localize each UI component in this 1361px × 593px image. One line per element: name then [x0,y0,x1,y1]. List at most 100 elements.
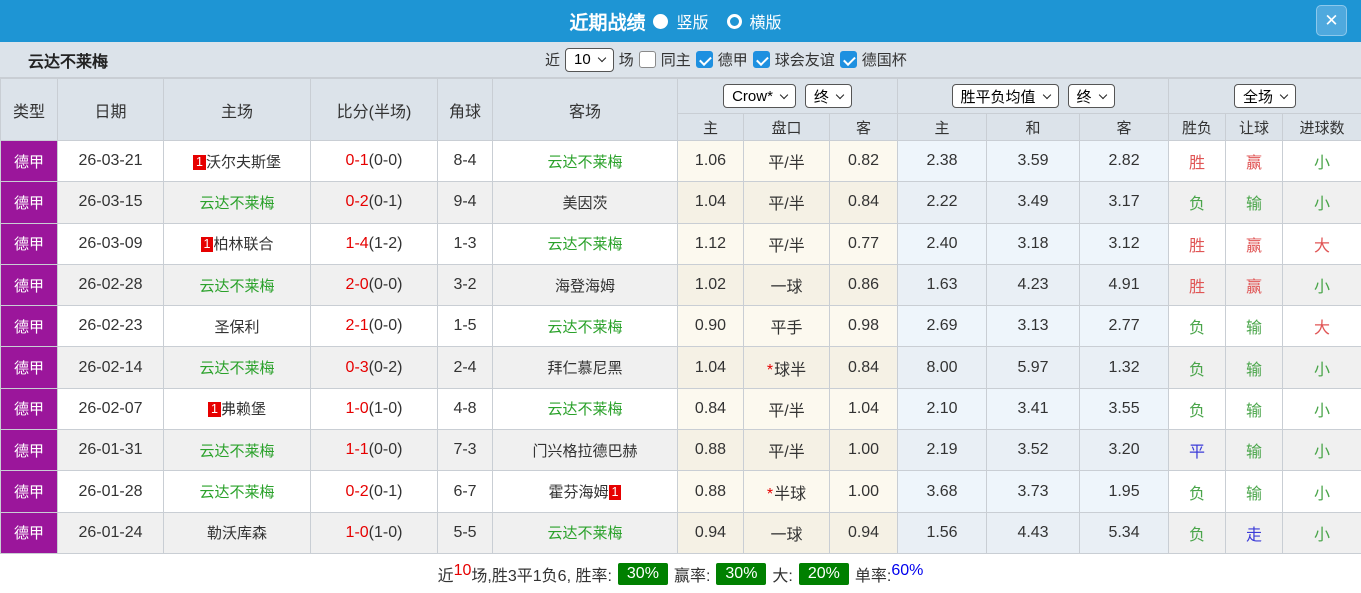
score-cell: 1-1(0-0) [310,429,438,472]
sub-header-handicap: 让球 [1225,113,1284,141]
filter-bar: 云达不莱梅 近 10 场 同主 德甲 球会友谊 德国杯 [0,42,1361,78]
handicap-rate-badge: 30% [716,562,767,585]
ah-line-cell: 平/半 [743,181,830,224]
result-cell: 负 [1168,511,1227,554]
matches-label: 场 [618,52,634,69]
league-label-bundesliga: 德甲 [717,52,748,69]
sub-header-goals: 进球数 [1282,113,1361,141]
scope-select[interactable]: 全场 [1234,84,1297,108]
league-checkbox-friendly[interactable] [752,51,770,68]
date-cell: 26-01-31 [57,429,164,472]
chevron-down-icon [779,90,789,99]
league-cell: 德甲 [0,346,58,389]
league-cell: 德甲 [0,305,58,348]
chevron-down-icon [597,53,606,63]
away-team-cell: 云达不莱梅 [492,387,678,431]
home-team-cell: 云达不莱梅 [163,181,311,224]
match-row: 德甲 26-03-09 1 柏林联合 1-4(1-2) 1-3 云达不莱梅 1.12 平/半 0.… [0,222,1361,265]
handicap-result-cell: 赢 [1225,222,1284,265]
summary-footer: 近 10 场,胜3平1负6, 胜率: 30% 赢率: 30% 大: 20% 单率: 6… [0,553,1361,593]
odds-home-cell: 1.63 [897,263,988,307]
league-checkbox-dfb-pokal[interactable] [839,51,857,68]
ah-line-cell: 平/半 [743,387,830,431]
handicap-result-cell: 输 [1225,470,1284,513]
col-header-type: 类型 [0,78,58,141]
europe-time-select[interactable]: 终 [1067,84,1115,108]
same-home-checkbox[interactable] [638,51,656,68]
sub-header-ah-line: 盘口 [743,113,830,141]
panel-title: 近期战绩 [569,12,646,34]
chevron-down-icon [835,90,845,99]
date-cell: 26-02-23 [57,305,164,348]
recent-count: 10 [453,561,472,579]
same-home-label: 同主 [660,52,691,69]
ah-home-odds-cell: 0.90 [677,305,744,348]
match-row: 德甲 26-01-24 勒沃库森 1-0(1-0) 5-5 云达不莱梅 0.94 一球 0.94… [0,511,1361,554]
home-team-cell: 云达不莱梅 [163,346,311,389]
ah-line-cell: 平手 [743,305,830,348]
ah-away-odds-cell: 0.94 [828,511,899,554]
score-cell: 0-3(0-2) [310,346,438,389]
handicap-result-cell: 输 [1225,346,1284,389]
col-header-corners: 角球 [437,78,493,141]
date-cell: 26-01-24 [57,511,164,554]
goals-cell: 小 [1282,346,1361,389]
ah-away-odds-cell: 0.84 [828,346,899,389]
vertical-layout-radio[interactable] [653,13,669,29]
ah-home-odds-cell: 1.06 [677,139,744,183]
result-cell: 胜 [1168,139,1227,183]
ah-line-cell: *半球 [743,470,830,513]
date-cell: 26-03-15 [57,181,164,224]
ah-home-odds-cell: 0.94 [677,511,744,554]
goals-cell: 小 [1282,139,1361,183]
odds-away-cell: 3.20 [1079,429,1170,472]
recent-label: 近 [545,52,561,69]
away-team-cell: 门兴格拉德巴赫 [492,429,678,472]
ah-home-odds-cell: 1.02 [677,263,744,307]
league-cell: 德甲 [0,387,58,431]
sub-header-odds-home: 主 [897,113,988,141]
single-rate: 单率: 60% [854,561,924,585]
odds-home-cell: 2.10 [897,387,988,431]
odds-away-cell: 3.12 [1079,222,1170,265]
away-team-cell: 云达不莱梅 [492,305,678,348]
ah-time-select[interactable]: 终 [804,84,852,108]
handicap-result-cell: 输 [1225,181,1284,224]
team-name: 云达不莱梅 [28,53,109,71]
result-cell: 负 [1168,181,1227,224]
horizontal-layout-radio[interactable] [726,13,742,29]
recent-count-select[interactable]: 10 [565,47,614,72]
score-cell: 1-0(1-0) [310,387,438,431]
ah-line-cell: 平/半 [743,429,830,472]
ah-line-cell: 平/半 [743,222,830,265]
league-cell: 德甲 [0,222,58,265]
horizontal-layout-label[interactable]: 横版 [749,15,782,32]
vertical-layout-label[interactable]: 竖版 [676,15,709,32]
home-team-cell: 1 沃尔夫斯堡 [163,139,311,183]
date-cell: 26-02-07 [57,387,164,431]
result-cell: 胜 [1168,222,1227,265]
match-row: 德甲 26-02-14 云达不莱梅 0-3(0-2) 2-4 拜仁慕尼黑 1.04 *球半 0.… [0,346,1361,389]
score-cell: 2-1(0-0) [310,305,438,348]
league-cell: 德甲 [0,139,58,183]
sub-header-ah-away: 客 [828,113,899,141]
odds-draw-cell: 3.41 [986,387,1081,431]
league-checkbox-bundesliga[interactable] [695,51,713,68]
close-icon[interactable]: ✕ [1316,5,1347,36]
result-cell: 负 [1168,346,1227,389]
odds-draw-cell: 4.23 [986,263,1081,307]
odds-draw-cell: 3.59 [986,139,1081,183]
result-cell: 负 [1168,470,1227,513]
europe-odds-select[interactable]: 胜平负均值 [951,84,1059,108]
result-cell: 负 [1168,387,1227,431]
handicap-result-cell: 走 [1225,511,1284,554]
scope-group-header: 全场 [1168,78,1361,114]
handicap-result-cell: 赢 [1225,139,1284,183]
col-header-date: 日期 [57,78,164,141]
goals-cell: 大 [1282,305,1361,348]
date-cell: 26-02-14 [57,346,164,389]
bookmaker-select[interactable]: Crow* [723,84,796,108]
odds-away-cell: 3.17 [1079,181,1170,224]
away-team-cell: 霍芬海姆 1 [492,470,678,513]
odds-away-cell: 1.32 [1079,346,1170,389]
